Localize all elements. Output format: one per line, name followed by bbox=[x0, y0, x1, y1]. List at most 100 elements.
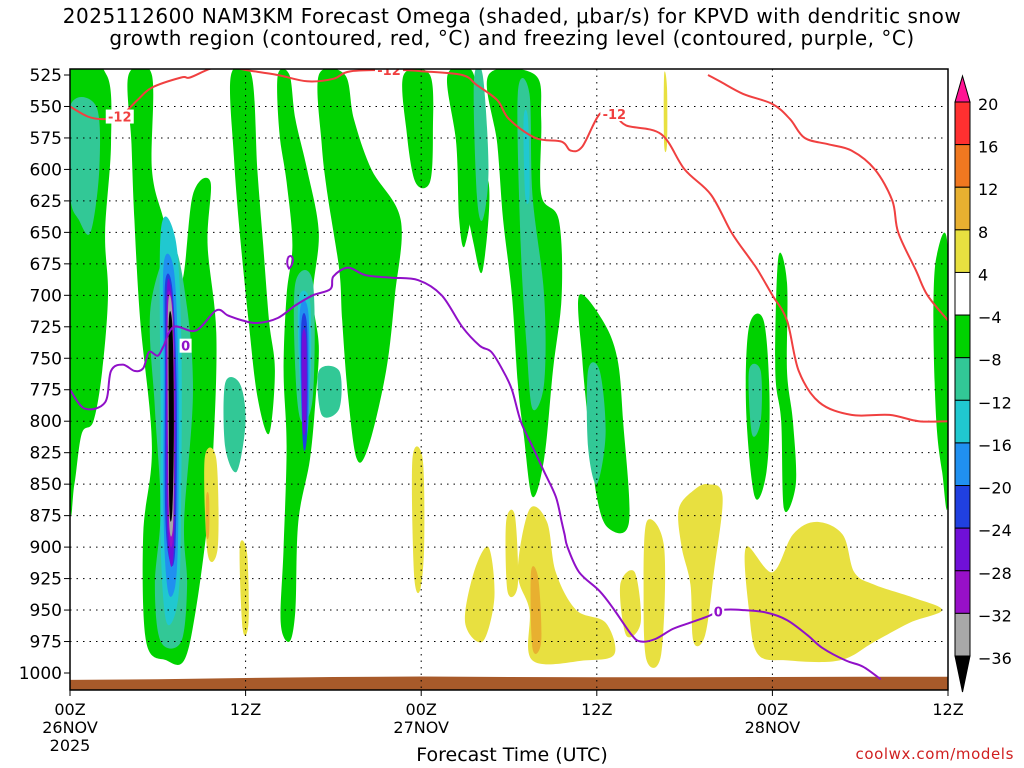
dgz-contour-label-bg bbox=[375, 69, 404, 77]
omega-positive-region-4 bbox=[505, 509, 519, 598]
omega-positive-region-4 bbox=[517, 506, 616, 665]
omega-positive-region-4 bbox=[744, 521, 943, 663]
dgz-contour-label-bg bbox=[600, 107, 629, 122]
y-tick-label: 975 bbox=[30, 633, 62, 653]
y-tick-label: 700 bbox=[30, 286, 62, 306]
omega-region-24 bbox=[301, 328, 307, 436]
colorbar-swatch bbox=[954, 101, 971, 146]
y-tick-label: 875 bbox=[30, 507, 62, 527]
y-tick-label: 600 bbox=[30, 160, 62, 180]
colorbar-swatch bbox=[954, 229, 971, 273]
colorbar-label: −16 bbox=[978, 436, 1012, 455]
x-tick-label: 12Z bbox=[932, 700, 963, 719]
dgz-contour-1 bbox=[707, 74, 948, 322]
colorbar-label: 16 bbox=[978, 138, 998, 157]
colorbar-cap-bottom bbox=[954, 655, 971, 693]
omega-region-4 bbox=[775, 252, 797, 513]
dgz-contour-label: -12 bbox=[603, 108, 627, 123]
y-tick-label: 950 bbox=[30, 601, 62, 621]
freezing-level-contour-loop bbox=[286, 255, 295, 270]
freezing-level-contour bbox=[70, 266, 882, 681]
y-tick-label: 1000 bbox=[19, 664, 62, 684]
colorbar-label: 8 bbox=[978, 223, 988, 242]
omega-positive-region-4 bbox=[239, 540, 249, 636]
colorbar-swatch bbox=[954, 144, 971, 188]
colorbar-swatch bbox=[954, 186, 971, 231]
omega-region-4 bbox=[402, 69, 434, 189]
freezing-contour-label: 0 bbox=[181, 340, 190, 355]
y-tick-label: 575 bbox=[30, 129, 62, 149]
y-tick-label: 550 bbox=[30, 97, 62, 117]
y-tick-label: 800 bbox=[30, 412, 62, 432]
colorbar-swatch bbox=[954, 527, 971, 572]
colorbar-label: −4 bbox=[978, 308, 1002, 327]
omega-positive-region-4 bbox=[619, 570, 642, 638]
y-tick-label: 925 bbox=[30, 570, 62, 590]
freezing-contour-label-bg bbox=[179, 338, 192, 353]
y-tick-label: 650 bbox=[30, 223, 62, 243]
colorbar-label: 12 bbox=[978, 180, 998, 199]
x-tick-label: 00Z bbox=[54, 700, 85, 719]
y-tick-label: 625 bbox=[30, 192, 62, 212]
x-axis-label: Forecast Time (UTC) bbox=[416, 744, 608, 766]
omega-positive-region-4 bbox=[411, 446, 425, 594]
x-tick-label: 12Z bbox=[581, 700, 612, 719]
colorbar-swatch bbox=[954, 612, 971, 657]
colorbar-label: 20 bbox=[978, 95, 998, 114]
y-tick-label: 850 bbox=[30, 475, 62, 495]
omega-positive-region-4 bbox=[643, 519, 666, 668]
x-tick-label: 27NOV bbox=[393, 718, 449, 737]
dgz-contour-0 bbox=[70, 69, 948, 423]
x-tick-label: 28NOV bbox=[745, 718, 801, 737]
dgz-contour-label: -12 bbox=[108, 111, 132, 126]
omega-region-8 bbox=[223, 377, 246, 473]
omega-positive-region-4 bbox=[464, 546, 495, 643]
omega-region-8 bbox=[473, 69, 489, 221]
omega-region-4 bbox=[230, 69, 275, 435]
colorbar-swatch bbox=[954, 485, 971, 529]
colorbar-label: −28 bbox=[978, 564, 1012, 583]
chart-title-line-1: 2025112600 NAM3KM Forecast Omega (shaded… bbox=[62, 4, 962, 28]
site-credit: coolwx.com/models bbox=[855, 745, 1014, 763]
colorbar-label: −8 bbox=[978, 351, 1002, 370]
colorbar-swatch bbox=[954, 442, 971, 487]
colorbar-label: −24 bbox=[978, 521, 1012, 540]
x-tick-label: 00Z bbox=[406, 700, 437, 719]
y-tick-label: 900 bbox=[30, 538, 62, 558]
colorbar-label: −20 bbox=[978, 479, 1012, 498]
x-tick-label: 2025 bbox=[50, 736, 91, 755]
colorbar-swatch bbox=[954, 399, 971, 444]
colorbar-label: −32 bbox=[978, 606, 1012, 625]
omega-positive-region-4 bbox=[678, 483, 723, 647]
colorbar-swatch bbox=[954, 570, 971, 614]
plot-frame bbox=[69, 68, 949, 691]
omega-region-4 bbox=[933, 232, 948, 510]
dgz-contour-label-bg bbox=[105, 109, 134, 124]
colorbar-swatch bbox=[954, 314, 971, 359]
terrain-surface bbox=[70, 676, 948, 690]
colorbar-label: −12 bbox=[978, 393, 1012, 412]
y-tick-label: 775 bbox=[30, 381, 62, 401]
omega-positive-region-8 bbox=[530, 566, 542, 654]
y-tick-label: 525 bbox=[30, 66, 62, 86]
freezing-contour-label-bg bbox=[712, 604, 725, 619]
omega-region-8 bbox=[748, 363, 762, 437]
dgz-contour-label: -12 bbox=[377, 64, 401, 79]
y-tick-label: 675 bbox=[30, 255, 62, 275]
colorbar-swatch bbox=[954, 271, 971, 316]
chart-title-line-2: growth region (contoured, red, °C) and f… bbox=[109, 26, 915, 50]
freezing-contour-label: 0 bbox=[714, 605, 723, 620]
colorbar-cap-top bbox=[954, 74, 971, 103]
x-tick-label: 00Z bbox=[757, 700, 788, 719]
colorbar-label: −36 bbox=[978, 649, 1012, 668]
y-tick-label: 725 bbox=[30, 318, 62, 338]
colorbar-label: 4 bbox=[978, 265, 988, 284]
colorbar-swatch bbox=[954, 357, 971, 401]
omega-region-8 bbox=[317, 365, 342, 418]
x-tick-label: 12Z bbox=[230, 700, 261, 719]
y-tick-label: 825 bbox=[30, 444, 62, 464]
y-tick-label: 750 bbox=[30, 349, 62, 369]
x-tick-label: 26NOV bbox=[42, 718, 98, 737]
omega-region-4 bbox=[317, 69, 402, 463]
